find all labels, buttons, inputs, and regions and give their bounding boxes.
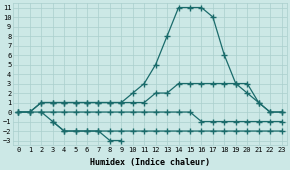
X-axis label: Humidex (Indice chaleur): Humidex (Indice chaleur): [90, 158, 210, 167]
